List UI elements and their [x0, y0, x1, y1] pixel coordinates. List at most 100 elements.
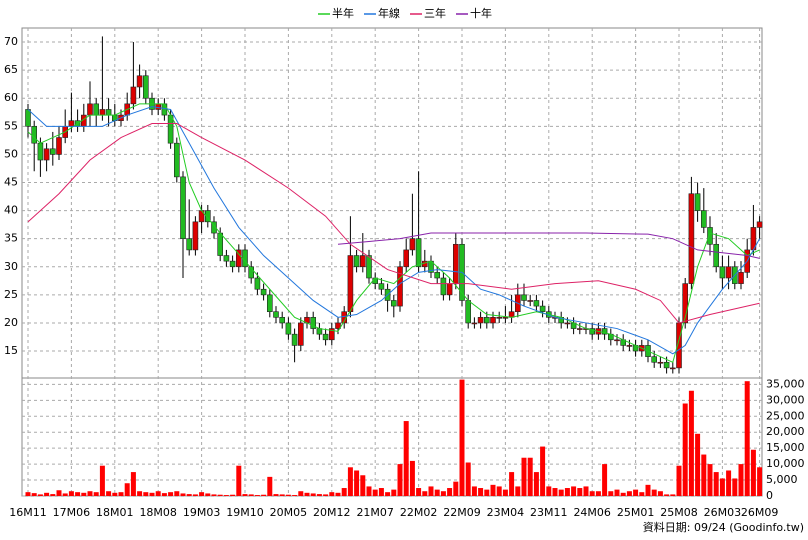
volume-bar — [688, 390, 694, 496]
candle-body — [688, 193, 695, 284]
volume-bar — [744, 381, 750, 496]
volume-bar — [143, 492, 149, 496]
y-tick-label: 20 — [4, 316, 18, 329]
candle-body — [174, 142, 180, 178]
candle-body — [490, 317, 496, 324]
y2-tick-label: 30,000 — [766, 393, 805, 406]
volume-bar — [273, 494, 279, 496]
candle-body — [87, 103, 93, 116]
volume-bar — [645, 484, 651, 496]
volume-bar — [403, 421, 409, 496]
candle-body — [291, 333, 298, 346]
volume-bar — [695, 433, 701, 496]
volume-bar — [496, 486, 502, 496]
volume-bar — [366, 486, 372, 496]
x-tick-label: 23M04 — [487, 506, 525, 519]
x-tick-label: 23M11 — [530, 506, 568, 519]
volume-bar — [416, 488, 422, 496]
volume-bar — [564, 488, 570, 496]
candle-body — [279, 317, 286, 324]
volume-bar — [50, 494, 56, 496]
volume-bar — [527, 457, 533, 496]
volume-bar — [316, 494, 322, 496]
volume-bar — [447, 488, 453, 496]
x-tick-label: 20M12 — [313, 506, 351, 519]
volume-bar — [347, 467, 353, 496]
legend-label: 年線 — [378, 6, 400, 20]
volume-bar — [37, 494, 43, 496]
volume-bar — [372, 489, 378, 496]
volume-bar — [719, 478, 725, 496]
volume-bar — [397, 464, 403, 496]
candle-body — [285, 322, 292, 335]
volume-bar — [137, 491, 143, 496]
volume-bar — [670, 494, 676, 496]
candle-body — [502, 317, 509, 319]
volume-bar — [465, 462, 471, 496]
x-tick-label: 25M01 — [617, 506, 655, 519]
x-tick-label: 18M08 — [139, 506, 177, 519]
volume-bar — [267, 476, 273, 496]
candle-body — [465, 300, 472, 324]
candle-body — [49, 148, 56, 155]
candle-body — [682, 283, 689, 324]
volume-bar — [223, 495, 229, 496]
x-tick-label: 17M06 — [53, 506, 91, 519]
candle-body — [347, 255, 354, 313]
y-tick-label: 70 — [4, 35, 18, 48]
volume-bar — [261, 494, 267, 496]
candle-body — [483, 317, 490, 324]
x-tick-label: 22M02 — [400, 506, 438, 519]
volume-bar — [292, 495, 298, 496]
volume-bar — [335, 492, 341, 496]
candle-body — [248, 266, 254, 279]
y-tick-label: 40 — [4, 204, 18, 217]
candle-body — [266, 294, 273, 313]
volume-bar — [620, 492, 626, 496]
volume-bar — [323, 494, 329, 496]
candle-body — [273, 311, 279, 318]
candle-body — [143, 75, 149, 99]
x-tick-label: 24M06 — [573, 506, 611, 519]
candle-body — [725, 266, 732, 279]
candle-body — [756, 221, 763, 228]
volume-bar — [409, 460, 415, 496]
candle-body — [738, 272, 744, 284]
y-tick-label: 25 — [4, 288, 18, 301]
volume-bar — [236, 465, 242, 496]
candle-body — [663, 361, 670, 369]
volume-bar — [583, 486, 589, 496]
candle-body — [477, 317, 484, 324]
candle-body — [316, 328, 323, 335]
candle-body — [713, 243, 720, 268]
volume-bar — [130, 472, 136, 496]
candle-body — [359, 255, 366, 268]
candle-body — [409, 238, 416, 251]
candle-body — [205, 210, 211, 223]
x-tick-label: 20M05 — [270, 506, 308, 519]
volume-bar — [602, 464, 608, 496]
volume-bar — [199, 492, 205, 496]
candle-body — [390, 300, 397, 307]
candle-body — [99, 109, 106, 116]
volume-bar — [726, 470, 732, 496]
volume-bar — [68, 491, 74, 496]
candle-body — [353, 255, 360, 268]
ma-line — [27, 103, 760, 363]
candle-body — [254, 277, 261, 290]
volume-bar — [577, 488, 583, 496]
candle-body — [601, 328, 608, 335]
candle-body — [700, 210, 707, 228]
candle-body — [335, 322, 341, 329]
volume-bar — [608, 491, 614, 496]
candle-body — [434, 272, 441, 279]
volume-bar — [533, 472, 539, 496]
volume-bar — [391, 489, 397, 496]
candle-body — [322, 333, 329, 341]
volume-bar — [112, 492, 118, 496]
volume-bar — [478, 488, 484, 496]
volume-bar — [750, 449, 756, 496]
candle-body — [521, 294, 527, 301]
volume-bar — [285, 494, 291, 496]
volume-bar — [757, 467, 763, 496]
